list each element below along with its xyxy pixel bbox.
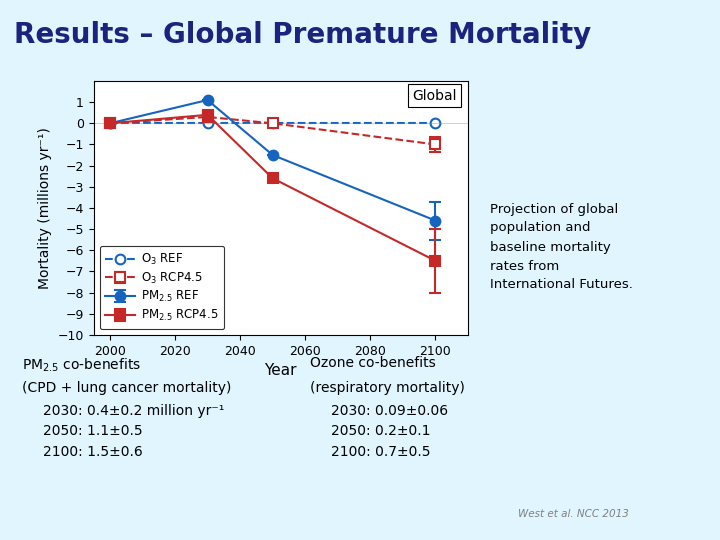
O$_3$ REF: [431, 120, 440, 126]
Text: Projection of global
population and
baseline mortality
rates from
International : Projection of global population and base…: [490, 202, 632, 292]
Text: 2100: 0.7±0.5: 2100: 0.7±0.5: [331, 445, 431, 459]
O$_3$ REF: [203, 120, 212, 126]
Text: 2030: 0.09±0.06: 2030: 0.09±0.06: [331, 404, 449, 418]
Text: (CPD + lung cancer mortality): (CPD + lung cancer mortality): [22, 381, 231, 395]
Text: 2050: 1.1±0.5: 2050: 1.1±0.5: [43, 424, 143, 438]
Line: O$_3$ REF: O$_3$ REF: [105, 118, 441, 128]
Text: 2100: 1.5±0.6: 2100: 1.5±0.6: [43, 445, 143, 459]
Text: (respiratory mortality): (respiratory mortality): [310, 381, 464, 395]
Text: Global: Global: [413, 89, 456, 103]
O$_3$ REF: [106, 120, 114, 126]
O$_3$ REF: [269, 120, 277, 126]
Text: PM$_{2.5}$ co-benefits: PM$_{2.5}$ co-benefits: [22, 356, 141, 374]
Text: West et al. NCC 2013: West et al. NCC 2013: [518, 509, 629, 519]
Legend: O$_3$ REF, O$_3$ RCP4.5, PM$_{2.5}$ REF, PM$_{2.5}$ RCP4.5: O$_3$ REF, O$_3$ RCP4.5, PM$_{2.5}$ REF,…: [99, 246, 224, 329]
Text: 2030: 0.4±0.2 million yr⁻¹: 2030: 0.4±0.2 million yr⁻¹: [43, 404, 225, 418]
Text: Results – Global Premature Mortality: Results – Global Premature Mortality: [14, 21, 592, 49]
Text: Ozone co-benefits: Ozone co-benefits: [310, 356, 436, 370]
X-axis label: Year: Year: [264, 363, 297, 378]
Y-axis label: Mortality (millions yr⁻¹): Mortality (millions yr⁻¹): [38, 127, 52, 289]
Text: 2050: 0.2±0.1: 2050: 0.2±0.1: [331, 424, 431, 438]
